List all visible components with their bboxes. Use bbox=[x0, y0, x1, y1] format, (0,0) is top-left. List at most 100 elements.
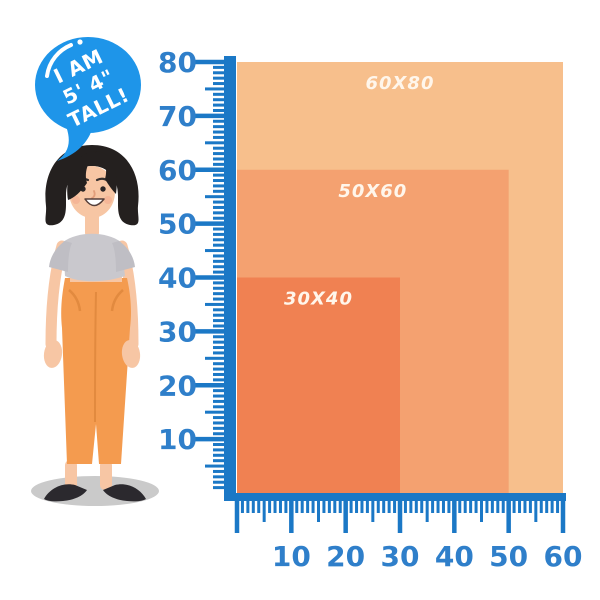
v-ruler-tick bbox=[213, 480, 224, 484]
h-ruler-tick bbox=[436, 501, 440, 513]
h-ruler-tick bbox=[480, 501, 483, 522]
h-ruler-tick bbox=[311, 501, 315, 513]
h-ruler-tick bbox=[556, 501, 560, 513]
h-ruler-tick bbox=[501, 501, 505, 513]
v-ruler-tick bbox=[213, 378, 224, 382]
h-ruler-tick bbox=[278, 501, 282, 513]
v-ruler-tick bbox=[213, 98, 224, 102]
v-ruler-tick bbox=[213, 313, 224, 317]
h-ruler-tick bbox=[338, 501, 342, 513]
v-ruler-tick bbox=[213, 453, 224, 457]
v-ruler-tick bbox=[194, 59, 224, 65]
v-ruler-tick bbox=[213, 254, 224, 258]
v-ruler-tick bbox=[205, 87, 224, 91]
left-shoe bbox=[44, 484, 87, 502]
h-ruler-tick bbox=[506, 501, 511, 533]
v-ruler-tick bbox=[213, 119, 224, 123]
h-ruler-tick bbox=[534, 501, 538, 522]
pants-crease bbox=[94, 291, 97, 423]
h-ruler-tick bbox=[284, 501, 288, 513]
h-ruler-tick bbox=[452, 501, 457, 533]
v-ruler-tick bbox=[205, 356, 224, 360]
v-ruler-tick bbox=[213, 335, 224, 339]
v-ruler-tick bbox=[205, 410, 224, 414]
axis-labels: 10 20 30 40 50 60 70 80 10 20 30 40 50 60 bbox=[158, 46, 582, 573]
v-ruler-tick bbox=[194, 113, 224, 119]
v-ruler-tick bbox=[213, 173, 224, 177]
h-ruler-tick bbox=[463, 501, 467, 513]
h-ruler-tick bbox=[322, 501, 326, 513]
v-ruler-tick bbox=[213, 405, 224, 409]
v-ruler-tick bbox=[213, 367, 224, 371]
blanket-size-label: 30X40 bbox=[284, 289, 353, 310]
v-ruler-tick bbox=[213, 443, 224, 447]
v-ruler-tick bbox=[213, 205, 224, 209]
v-ruler-tick bbox=[205, 249, 224, 253]
v-ruler-tick bbox=[213, 200, 224, 204]
h-ruler-tick bbox=[409, 501, 413, 513]
h-ruler-tick bbox=[490, 501, 494, 513]
v-ruler-tick bbox=[194, 329, 224, 334]
h-ruler-tick bbox=[306, 501, 310, 513]
h-ruler-tick bbox=[365, 501, 369, 513]
h-ruler-tick bbox=[262, 501, 266, 522]
h-ruler-tick bbox=[539, 501, 543, 513]
ground-shadow bbox=[31, 476, 159, 506]
pants-pocket-left bbox=[68, 289, 82, 312]
h-ruler-tick bbox=[273, 501, 277, 513]
h-ruler-tick bbox=[327, 501, 331, 513]
v-ruler-tick bbox=[213, 146, 224, 150]
y-axis-label-20: 20 bbox=[158, 369, 197, 402]
v-ruler-tick bbox=[213, 103, 224, 107]
h-ruler-tick bbox=[317, 501, 320, 522]
hair-back bbox=[45, 145, 139, 226]
h-ruler-tick bbox=[403, 501, 407, 513]
h-ruler-tick bbox=[425, 501, 429, 522]
y-axis-label-70: 70 bbox=[158, 100, 197, 133]
right-ankle bbox=[100, 460, 112, 490]
v-ruler-tick bbox=[213, 416, 224, 420]
h-ruler-tick bbox=[441, 501, 445, 513]
h-ruler-tick bbox=[300, 501, 304, 513]
h-ruler-tick bbox=[523, 501, 527, 513]
speech-bubble: I AM 5' 4" TALL! bbox=[35, 37, 141, 161]
v-ruler-tick bbox=[213, 211, 224, 215]
h-ruler-tick bbox=[512, 501, 516, 513]
v-ruler-tick bbox=[213, 389, 224, 393]
v-ruler-tick bbox=[213, 238, 224, 242]
v-ruler-tick bbox=[213, 92, 224, 96]
h-ruler-tick bbox=[420, 501, 424, 513]
left-ankle bbox=[65, 460, 77, 490]
horizontal-ruler-spine bbox=[224, 493, 566, 501]
h-ruler-tick bbox=[333, 501, 337, 513]
x-axis-label-50: 50 bbox=[489, 540, 528, 573]
v-ruler-tick bbox=[213, 270, 224, 274]
h-ruler-tick bbox=[545, 501, 549, 513]
right-blush bbox=[104, 196, 112, 204]
h-ruler-tick bbox=[397, 501, 403, 533]
h-ruler-tick bbox=[349, 501, 353, 513]
v-ruler-tick bbox=[194, 167, 224, 172]
h-ruler-tick bbox=[560, 501, 566, 533]
h-ruler-tick bbox=[371, 501, 375, 522]
v-ruler-tick bbox=[194, 221, 224, 226]
h-ruler-tick bbox=[360, 501, 364, 513]
right-sleeve bbox=[112, 241, 135, 272]
right-hand bbox=[121, 340, 141, 368]
v-ruler-tick bbox=[213, 259, 224, 263]
v-ruler-tick bbox=[205, 302, 224, 306]
nose bbox=[91, 190, 96, 199]
v-ruler-tick bbox=[213, 286, 224, 290]
v-ruler-tick bbox=[213, 372, 224, 376]
h-ruler-tick bbox=[518, 501, 522, 513]
shirt bbox=[63, 233, 125, 282]
v-ruler-tick bbox=[213, 189, 224, 193]
h-ruler-tick bbox=[295, 501, 299, 513]
v-ruler-tick bbox=[213, 162, 224, 166]
vertical-ruler-spine bbox=[224, 56, 236, 501]
speech-bubble-tail bbox=[57, 126, 93, 161]
x-axis-label-10: 10 bbox=[272, 540, 311, 573]
v-ruler-tick bbox=[213, 71, 224, 75]
v-ruler-tick bbox=[213, 216, 224, 220]
